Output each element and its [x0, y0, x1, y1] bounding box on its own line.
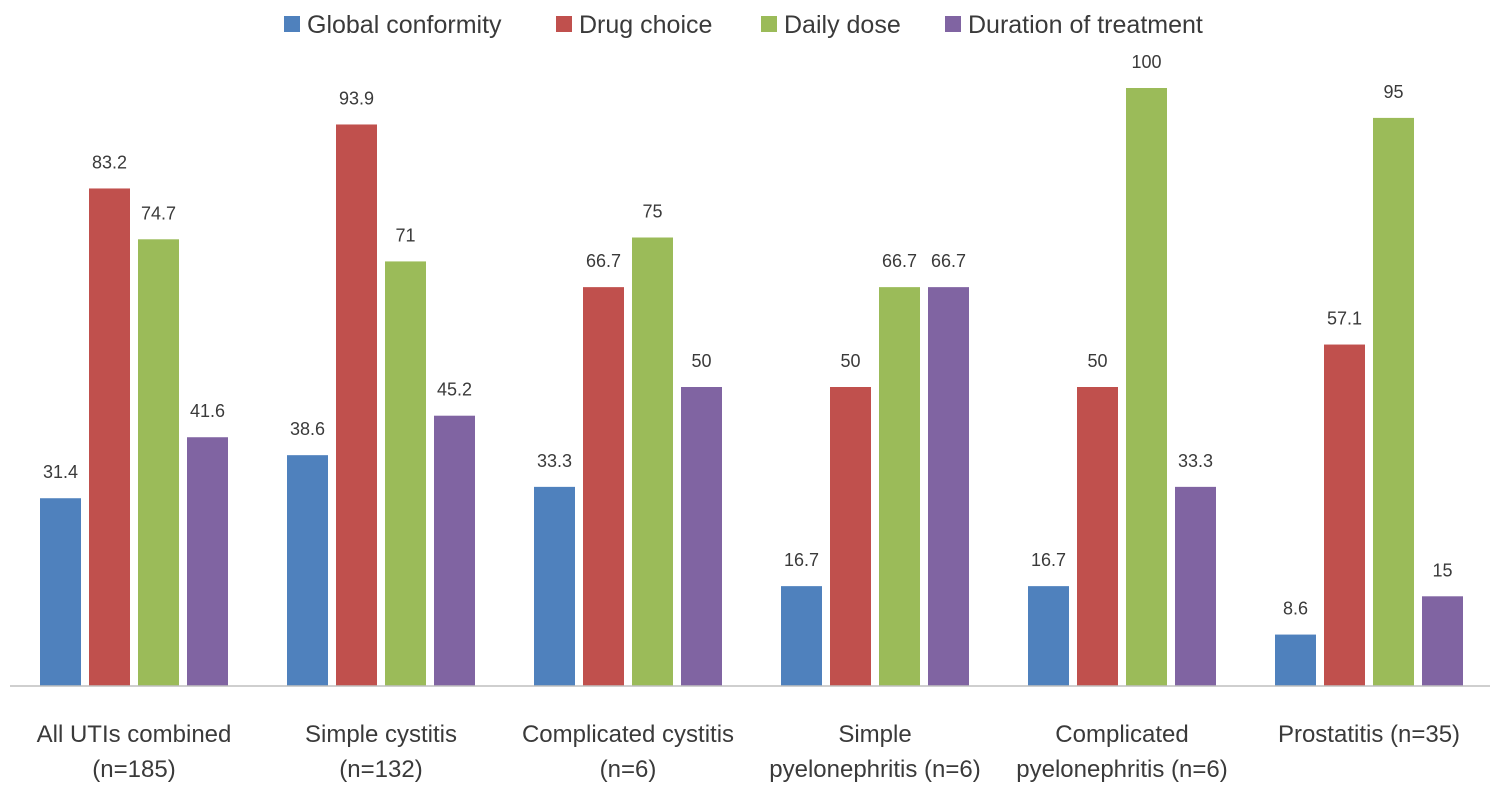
category-label-5-line-0: Prostatitis (n=35)	[1278, 721, 1460, 748]
category-label-2-line-1: (n=6)	[600, 756, 657, 783]
value-label-global-conformity-cat-3: 16.7	[784, 550, 819, 570]
legend-label-daily-dose: Daily dose	[784, 11, 901, 39]
category-label-4-line-1: pyelonephritis (n=6)	[1016, 756, 1227, 783]
value-label-duration-of-treatment-cat-4: 33.3	[1178, 451, 1213, 471]
category-label-3-line-1: pyelonephritis (n=6)	[769, 756, 980, 783]
bar-drug-choice-cat-0	[89, 188, 130, 687]
legend: Global conformity Drug choice Daily dose Du…	[284, 11, 1203, 39]
bar-global-conformity-cat-4	[1028, 586, 1069, 686]
value-label-drug-choice-cat-3: 50	[840, 351, 860, 371]
value-label-duration-of-treatment-cat-5: 15	[1432, 560, 1452, 580]
bar-global-conformity-cat-2	[534, 486, 575, 686]
value-label-drug-choice-cat-2: 66.7	[586, 251, 621, 271]
value-label-drug-choice-cat-4: 50	[1087, 351, 1107, 371]
value-label-duration-of-treatment-cat-0: 41.6	[190, 401, 225, 421]
category-label-0-line-0: All UTIs combined	[37, 721, 232, 748]
category-label-2-line-0: Complicated cystitis	[522, 721, 734, 748]
bar-daily-dose-cat-3	[879, 287, 920, 686]
bar-daily-dose-cat-4	[1126, 88, 1167, 686]
legend-swatch-duration-of-treatment	[945, 16, 961, 32]
bar-drug-choice-cat-1	[336, 124, 377, 686]
value-labels-group: 31.4 83.2 74.7 41.6 38.6 93.9 71 45.2 33.3 66.7 75…	[43, 52, 1453, 619]
value-label-duration-of-treatment-cat-1: 45.2	[437, 380, 472, 400]
category-label-1-line-0: Simple cystitis	[305, 721, 457, 748]
legend-label-duration-of-treatment: Duration of treatment	[968, 11, 1203, 39]
value-label-drug-choice-cat-1: 93.9	[339, 88, 374, 108]
bar-duration-of-treatment-cat-0	[187, 437, 228, 686]
value-label-global-conformity-cat-1: 38.6	[290, 419, 325, 439]
value-label-global-conformity-cat-4: 16.7	[1031, 550, 1066, 570]
bar-drug-choice-cat-3	[830, 387, 871, 686]
bar-daily-dose-cat-2	[632, 237, 673, 686]
value-label-global-conformity-cat-0: 31.4	[43, 462, 78, 482]
value-label-global-conformity-cat-2: 33.3	[537, 451, 572, 471]
bar-daily-dose-cat-5	[1373, 117, 1414, 686]
bar-duration-of-treatment-cat-1	[434, 415, 475, 686]
value-label-drug-choice-cat-0: 83.2	[92, 152, 127, 172]
legend-label-global-conformity: Global conformity	[307, 11, 502, 39]
bar-daily-dose-cat-0	[138, 239, 179, 686]
bar-drug-choice-cat-2	[583, 287, 624, 686]
bar-duration-of-treatment-cat-4	[1175, 486, 1216, 686]
bar-drug-choice-cat-5	[1324, 344, 1365, 686]
value-label-global-conformity-cat-5: 8.6	[1283, 599, 1308, 619]
bar-drug-choice-cat-4	[1077, 387, 1118, 686]
bar-duration-of-treatment-cat-3	[928, 287, 969, 686]
value-label-daily-dose-cat-0: 74.7	[141, 203, 176, 223]
category-labels-group: All UTIs combined (n=185) Simple cystitis (…	[37, 721, 1460, 783]
category-label-1-line-1: (n=132)	[339, 756, 422, 783]
category-label-4-line-0: Complicated	[1055, 721, 1188, 748]
category-label-0-line-1: (n=185)	[92, 756, 175, 783]
bar-duration-of-treatment-cat-5	[1422, 596, 1463, 686]
bar-global-conformity-cat-0	[40, 498, 81, 686]
legend-swatch-daily-dose	[761, 16, 777, 32]
bar-duration-of-treatment-cat-2	[681, 387, 722, 686]
bar-global-conformity-cat-1	[287, 455, 328, 686]
bars-group	[40, 88, 1463, 687]
value-label-daily-dose-cat-4: 100	[1131, 52, 1161, 72]
value-label-duration-of-treatment-cat-3: 66.7	[931, 251, 966, 271]
value-label-duration-of-treatment-cat-2: 50	[691, 351, 711, 371]
bar-global-conformity-cat-3	[781, 586, 822, 686]
value-label-daily-dose-cat-3: 66.7	[882, 251, 917, 271]
bar-global-conformity-cat-5	[1275, 634, 1316, 686]
legend-swatch-drug-choice	[556, 16, 572, 32]
value-label-daily-dose-cat-1: 71	[395, 225, 415, 245]
value-label-drug-choice-cat-5: 57.1	[1327, 309, 1362, 329]
value-label-daily-dose-cat-5: 95	[1383, 82, 1403, 102]
legend-swatch-global-conformity	[284, 16, 300, 32]
category-label-3-line-0: Simple	[838, 721, 911, 748]
legend-label-drug-choice: Drug choice	[579, 11, 712, 39]
value-label-daily-dose-cat-2: 75	[642, 202, 662, 222]
bar-daily-dose-cat-1	[385, 261, 426, 686]
